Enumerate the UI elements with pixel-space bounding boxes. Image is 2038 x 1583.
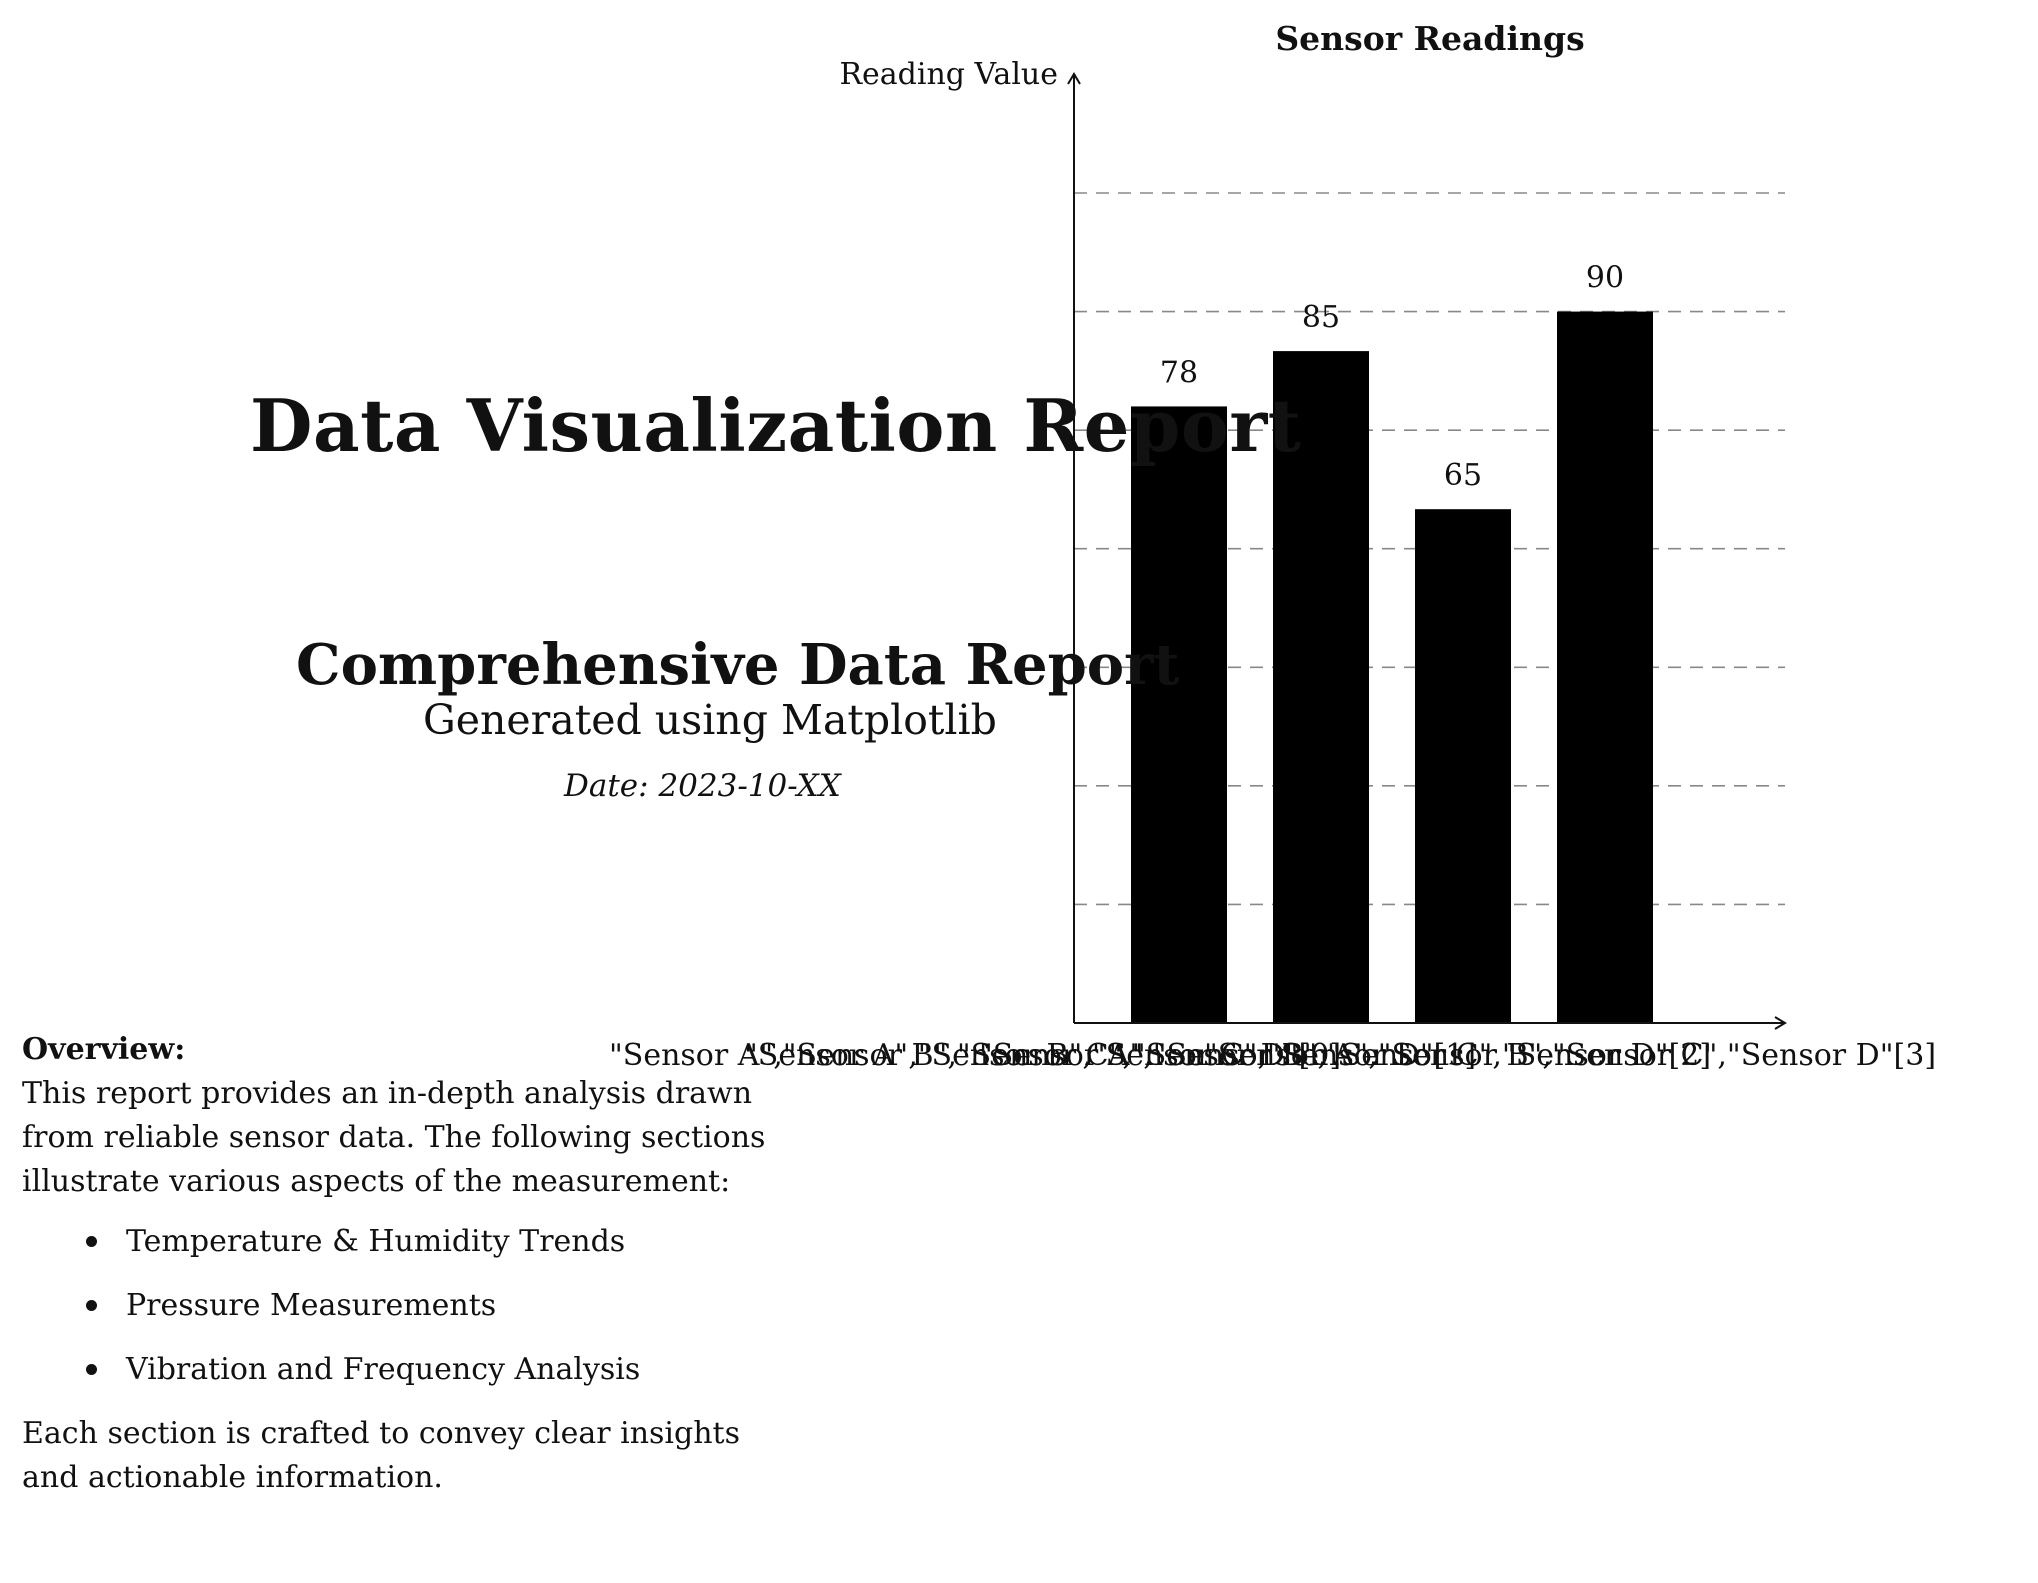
x-axis-arrow-icon [1774,1016,1787,1030]
report-subtitle: Comprehensive Data Report [296,632,1180,698]
overview-section: Overview: This report provides an in-dep… [22,1028,782,1500]
overview-closing: Each section is crafted to convey clear … [22,1416,740,1495]
bar-sensor-d [1557,311,1653,1024]
data-label: 85 [1302,300,1340,335]
data-label: 78 [1160,355,1198,390]
overview-intro: This report provides an in-depth analysi… [22,1076,766,1199]
list-item: Pressure Measurements [86,1284,782,1328]
y-axis-label: Reading Value [839,57,1058,92]
overview-list: Temperature & Humidity Trends Pressure M… [22,1220,782,1392]
data-label-group: 78 85 65 90 [1160,261,1624,494]
y-axis-arrow-icon [1067,72,1081,85]
list-item: Vibration and Frequency Analysis [86,1348,782,1392]
data-label: 90 [1586,261,1624,296]
list-item: Temperature & Humidity Trends [86,1220,782,1264]
bar-sensor-a [1131,406,1227,1023]
report-title: Data Visualization Report [250,383,1302,468]
overview-heading: Overview: [22,1032,186,1067]
bar-sensor-b [1273,351,1369,1024]
bar-group [1131,311,1653,1024]
x-tick-label: "Sensor A","Sensor B","Sensor C","Sensor… [744,1038,1476,1073]
report-date: Date: 2023-10-XX [564,768,841,804]
bar-sensor-c [1415,509,1511,1023]
x-tick-label: "Sensor A","Sensor B","Sensor C","Sensor… [609,1038,1341,1073]
axes [1067,72,1787,1030]
x-tick-label-group: "Sensor A","Sensor B","Sensor C","Sensor… [609,1038,1936,1073]
x-tick-label: "Sensor A","Sensor B","Sensor C","Sensor… [979,1038,1711,1073]
x-tick-label: "Sensor A","Sensor B","Sensor C","Sensor… [1204,1038,1936,1073]
chart-title: Sensor Readings [1275,19,1584,58]
generated-note: Generated using Matplotlib [423,696,997,744]
data-label: 65 [1444,458,1482,493]
